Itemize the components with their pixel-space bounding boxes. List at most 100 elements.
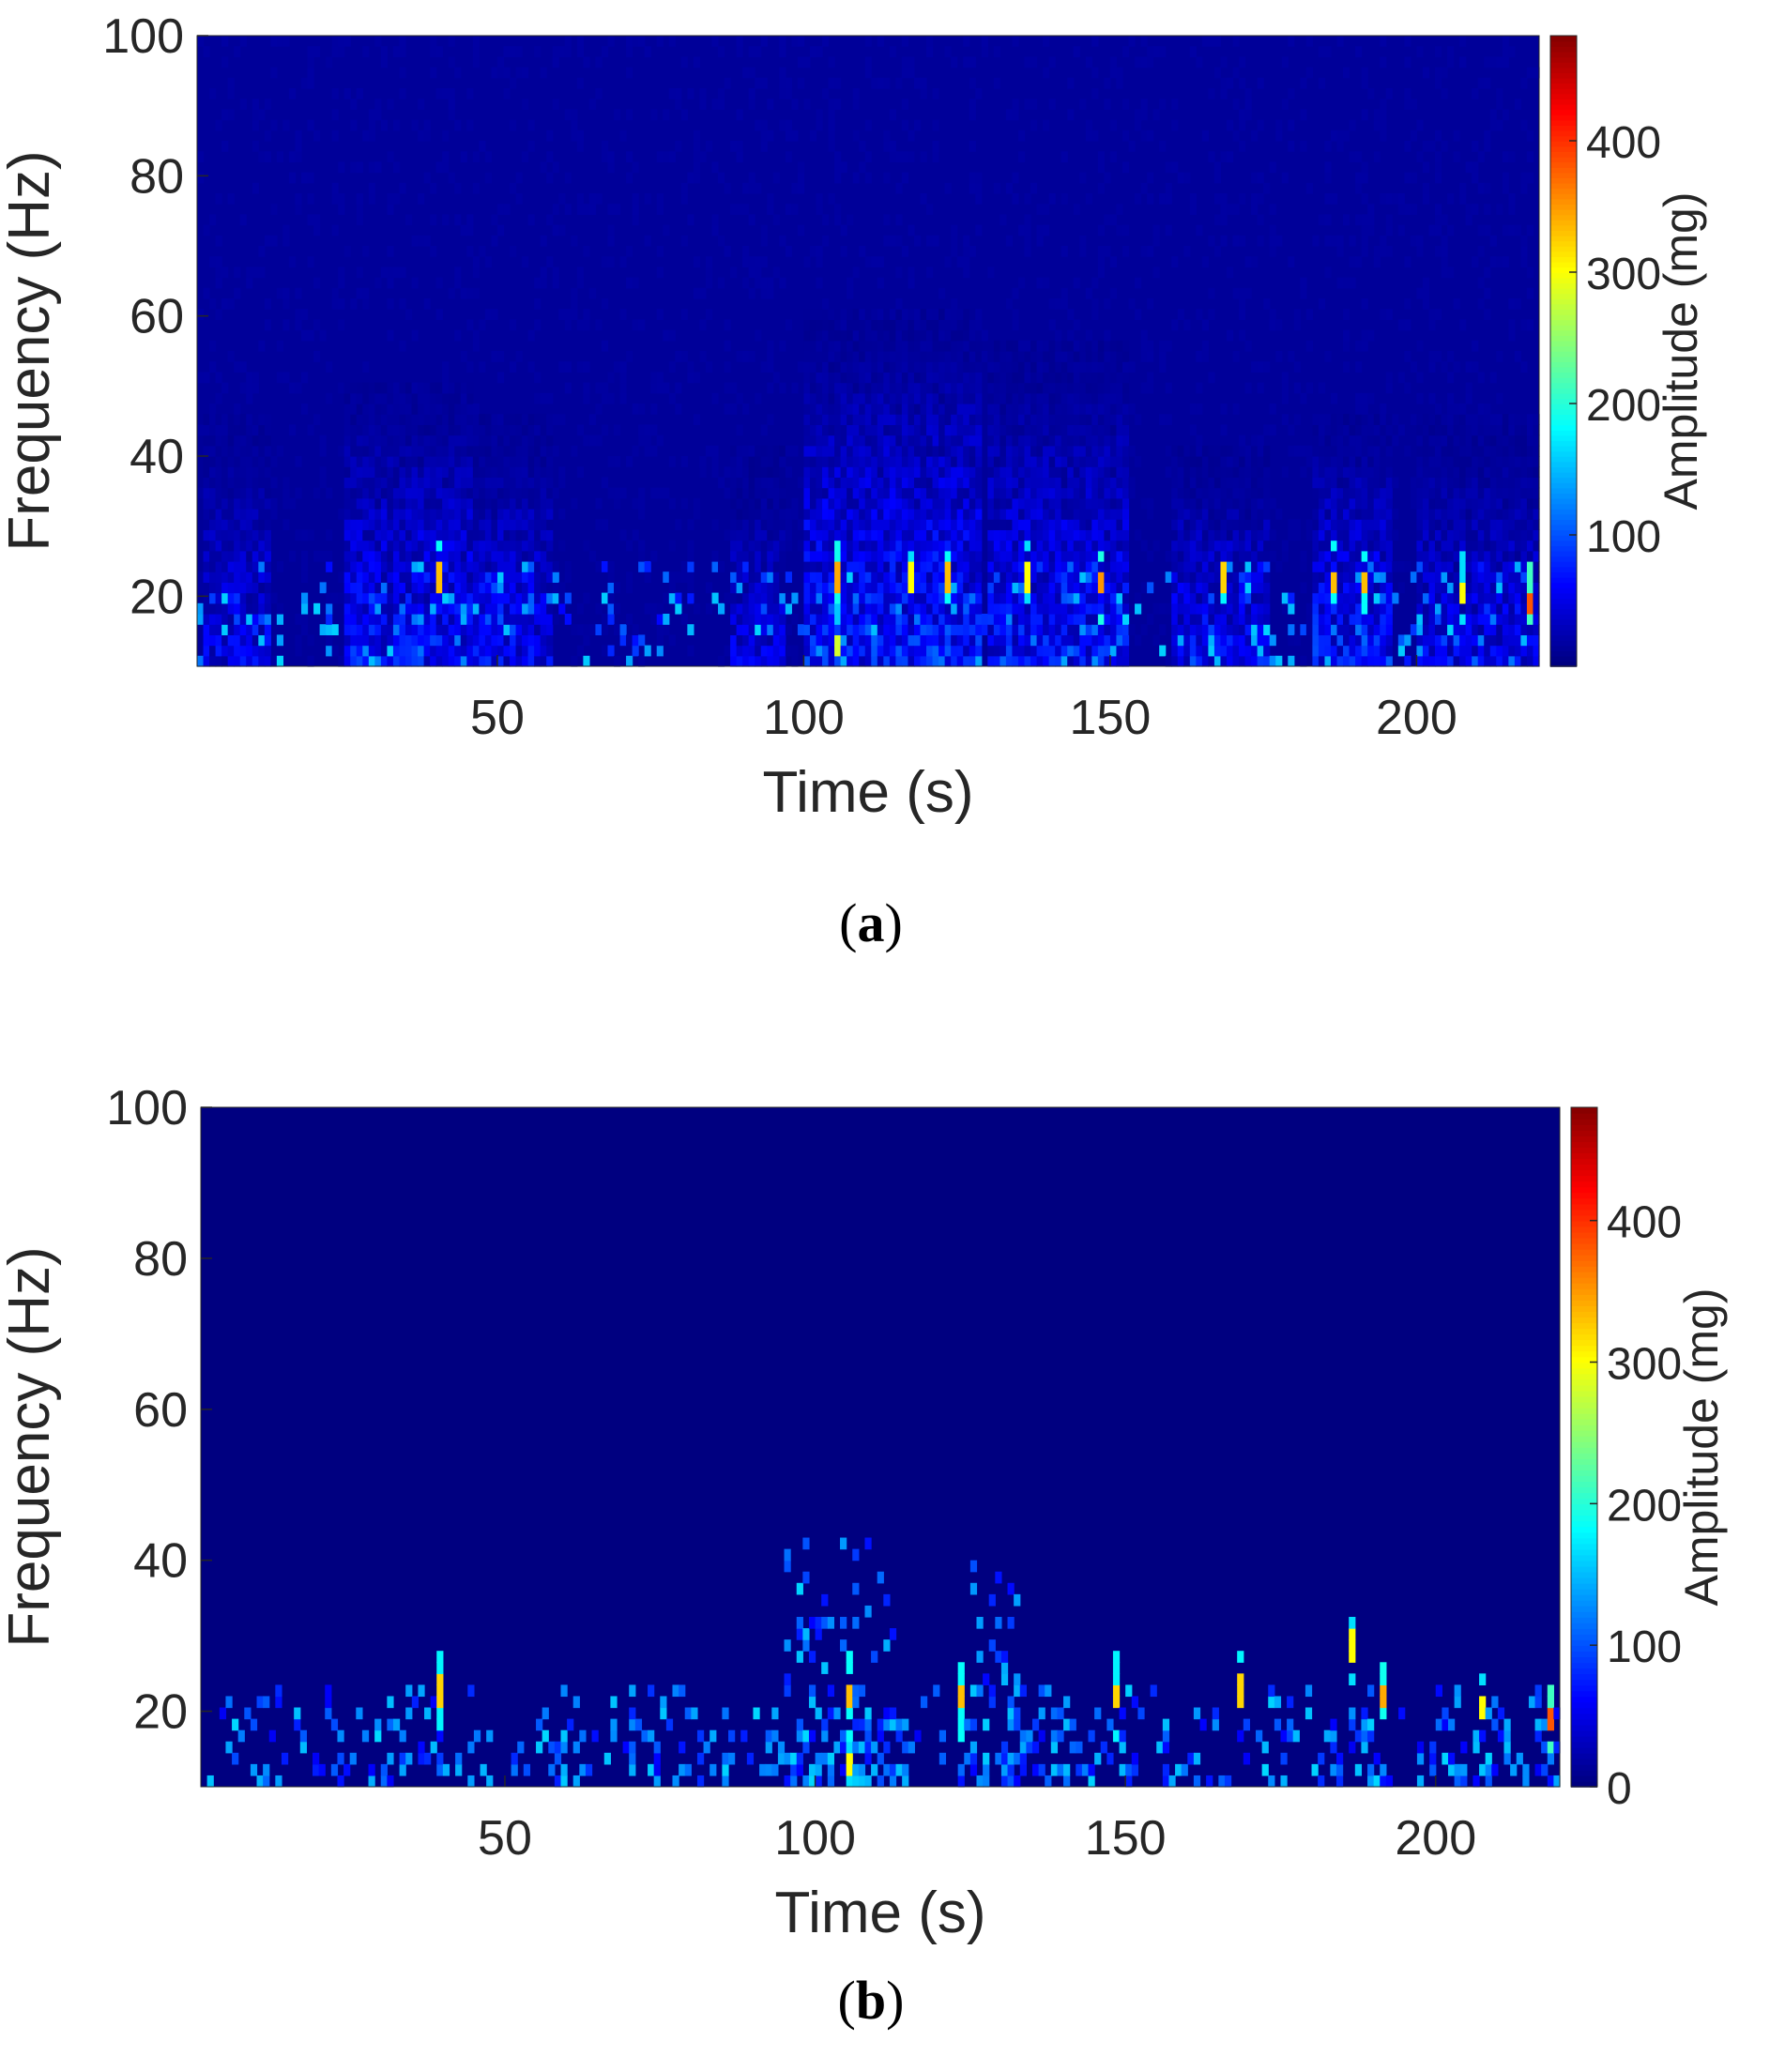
spectrogram-cell xyxy=(1122,361,1130,373)
spectrogram-cell xyxy=(908,414,915,425)
spectrogram-cell xyxy=(454,67,462,79)
spectrogram-cell xyxy=(356,88,363,99)
spectrogram-cell xyxy=(503,497,511,510)
spectrogram-cell xyxy=(1067,497,1075,510)
spectrogram-cell xyxy=(1324,351,1332,362)
spectrogram-cell xyxy=(442,645,450,657)
spectrogram-cell xyxy=(1349,456,1356,467)
spectrogram-cell xyxy=(1005,477,1014,489)
spectrogram-cell xyxy=(374,634,382,647)
spectrogram-cell xyxy=(350,466,358,478)
spectrogram-cell xyxy=(969,466,976,478)
spectrogram-cell xyxy=(1048,487,1056,499)
spectrogram-cell xyxy=(1005,561,1014,572)
spectrogram-cell xyxy=(1263,540,1271,552)
spectrogram-cell xyxy=(1263,645,1271,657)
spectrogram-cell xyxy=(748,456,755,467)
spectrogram-cell xyxy=(779,529,786,541)
spectrogram-cell xyxy=(901,497,909,510)
spectrogram-cell xyxy=(540,434,547,447)
spectrogram-cell xyxy=(1073,529,1080,541)
spectrogram-cell xyxy=(1140,36,1148,47)
spectrogram-cell xyxy=(718,235,725,247)
spectrogram-cell xyxy=(883,624,891,635)
spectrogram-cell xyxy=(724,246,731,257)
spectrogram-cell xyxy=(638,36,646,47)
spectrogram-cell xyxy=(1201,351,1209,362)
spectrogram-cell xyxy=(1213,592,1222,604)
spectrogram-cell xyxy=(496,456,505,467)
spectrogram-cell xyxy=(705,141,713,152)
spectrogram-cell xyxy=(711,99,719,110)
spectrogram-cell xyxy=(785,509,792,520)
spectrogram-cell xyxy=(711,214,719,226)
spectrogram-cell xyxy=(1220,88,1228,99)
spectrogram-cell xyxy=(742,624,750,635)
spectrogram-cell xyxy=(1122,477,1130,489)
spectrogram-cell xyxy=(944,624,952,635)
spectrogram-cell xyxy=(418,614,425,625)
spectrogram-cell xyxy=(368,487,375,499)
spectrogram-cell xyxy=(583,56,590,69)
spectrogram-cell xyxy=(1060,645,1068,657)
spectrogram-cell xyxy=(975,414,983,425)
spectrogram-cell xyxy=(932,487,939,499)
spectrogram-cell xyxy=(993,382,1000,394)
spectrogram-cell xyxy=(1122,46,1130,57)
spectrogram-cell xyxy=(510,509,517,520)
spectrogram-cell xyxy=(1208,456,1215,467)
spectrogram-cell xyxy=(1257,519,1264,530)
spectrogram-cell xyxy=(975,88,983,99)
spectrogram-cell xyxy=(356,445,363,457)
spectrogram-cell xyxy=(234,550,241,562)
spectrogram-cell xyxy=(1318,214,1326,226)
spectrogram-cell xyxy=(558,46,566,57)
spectrogram-cell xyxy=(742,645,750,657)
spectrogram-cell xyxy=(313,46,321,57)
spectrogram-cell xyxy=(1036,509,1044,520)
spectrogram-cell xyxy=(522,497,529,510)
spectrogram-cell xyxy=(595,193,603,205)
spectrogram-cell xyxy=(993,550,1000,562)
spectrogram-cell xyxy=(840,561,847,572)
spectrogram-cell xyxy=(908,309,915,320)
spectrogram-cell xyxy=(816,46,823,57)
spectrogram-cell xyxy=(588,204,597,215)
spectrogram-cell xyxy=(1024,392,1031,404)
spectrogram-cell xyxy=(362,414,370,425)
spectrogram-cell xyxy=(479,550,486,562)
spectrogram-cell xyxy=(601,424,609,436)
spectrogram-cell xyxy=(791,445,799,457)
spectrogram-cell xyxy=(760,497,768,510)
spectrogram-cell xyxy=(755,550,762,562)
spectrogram-cell xyxy=(1128,141,1136,152)
spectrogram-cell xyxy=(380,634,389,647)
spectrogram-cell xyxy=(423,487,431,499)
spectrogram-cell xyxy=(975,592,983,604)
spectrogram-cell xyxy=(1012,382,1019,394)
spectrogram-cell xyxy=(1043,592,1050,604)
spectrogram-cell xyxy=(840,582,847,594)
spectrogram-cell xyxy=(1122,246,1130,257)
spectrogram-cell xyxy=(951,424,958,436)
spectrogram-cell xyxy=(595,624,603,635)
spectrogram-cell xyxy=(307,56,314,69)
spectrogram-cell xyxy=(1336,477,1344,489)
spectrogram-cell xyxy=(913,624,922,635)
spectrogram-cell xyxy=(411,550,419,562)
spectrogram-cell xyxy=(883,487,891,499)
spectrogram-cell xyxy=(1116,571,1123,583)
spectrogram-cell xyxy=(209,614,217,625)
spectrogram-cell xyxy=(1067,109,1075,121)
spectrogram-cell xyxy=(1116,392,1123,404)
spectrogram-cell xyxy=(472,550,480,562)
spectrogram-cell xyxy=(956,529,964,541)
spectrogram-cell xyxy=(859,592,866,604)
spectrogram-cell xyxy=(1201,36,1209,47)
spectrogram-cell xyxy=(301,404,309,415)
spectrogram-cell xyxy=(1165,655,1172,667)
spectrogram-cell xyxy=(583,624,590,635)
spectrogram-cell xyxy=(767,634,774,647)
spectrogram-cell xyxy=(552,561,559,572)
spectrogram-cell xyxy=(803,414,811,425)
